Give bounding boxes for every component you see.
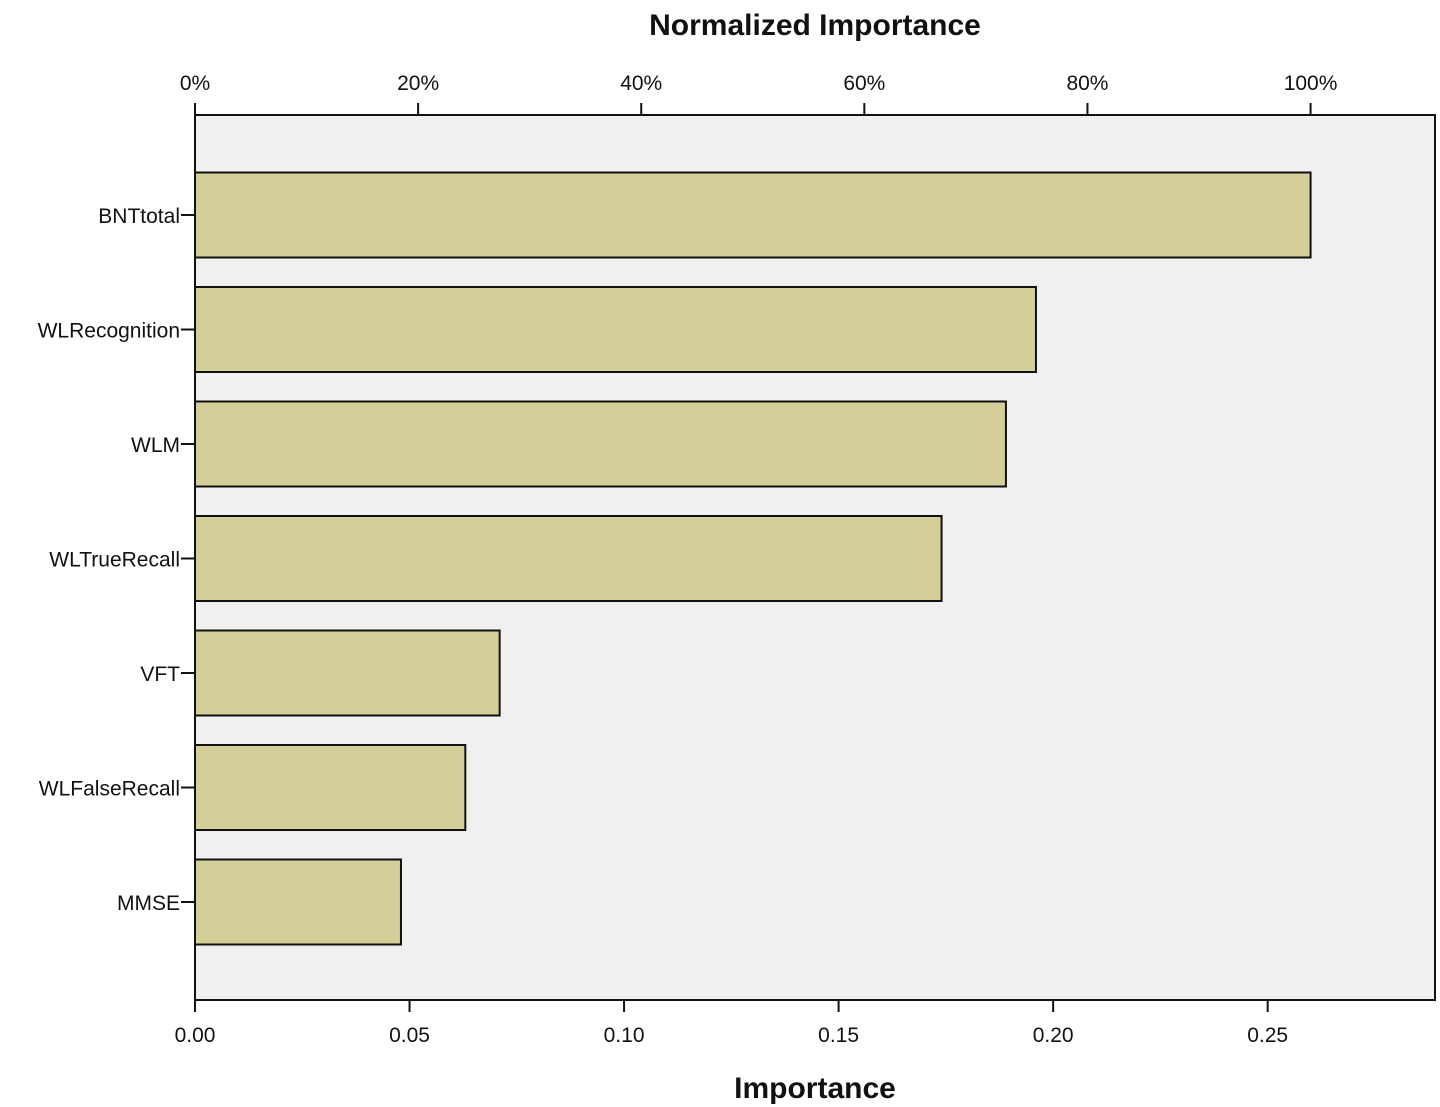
bar-wlrecognition	[194, 286, 1037, 373]
bar-wltruerecall	[194, 515, 943, 602]
bottom-axis: 0.00 0.05 0.10 0.15 0.20 0.25	[175, 1000, 1288, 1047]
top-axis-tick-label: 80%	[1066, 72, 1108, 95]
bottom-axis-tick-label: 0.10	[604, 1024, 645, 1047]
bottom-axis-title: Importance	[734, 1072, 896, 1105]
category-label-wlfalserecall: WLFalseRecall	[39, 778, 180, 801]
bar-mmse	[194, 858, 402, 946]
bar-wlfalserecall	[194, 744, 467, 831]
top-axis-title: Normalized Importance	[649, 9, 981, 42]
bar-bnttotal	[194, 171, 1312, 259]
category-label-wlm: WLM	[131, 434, 180, 457]
bottom-axis-tick-label: 0.00	[175, 1024, 216, 1047]
top-axis: 0% 20% 40% 60% 80% 100%	[180, 72, 1338, 115]
category-label-vft: VFT	[140, 663, 180, 686]
bottom-axis-tick-label: 0.25	[1247, 1024, 1288, 1047]
bar-vft	[194, 629, 501, 717]
top-axis-tick-label: 20%	[397, 72, 439, 95]
category-label-wltruerecall: WLTrueRecall	[49, 549, 180, 572]
top-axis-tick-label: 100%	[1284, 72, 1338, 95]
category-label-mmse: MMSE	[117, 892, 180, 915]
top-axis-tick-label: 40%	[620, 72, 662, 95]
top-axis-tick-label: 60%	[843, 72, 885, 95]
category-label-wlrecognition: WLRecognition	[38, 320, 180, 343]
bottom-axis-tick-label: 0.15	[818, 1024, 859, 1047]
top-axis-tick-label: 0%	[180, 72, 210, 95]
bottom-axis-tick-label: 0.05	[389, 1024, 430, 1047]
bars	[194, 171, 1312, 946]
bottom-axis-tick-label: 0.20	[1033, 1024, 1074, 1047]
bar-wlm	[194, 400, 1007, 488]
category-axis: BNTtotal WLRecognition WLM WLTrueRecall VFT W…	[38, 205, 195, 915]
category-label-bnttotal: BNTtotal	[98, 205, 180, 228]
